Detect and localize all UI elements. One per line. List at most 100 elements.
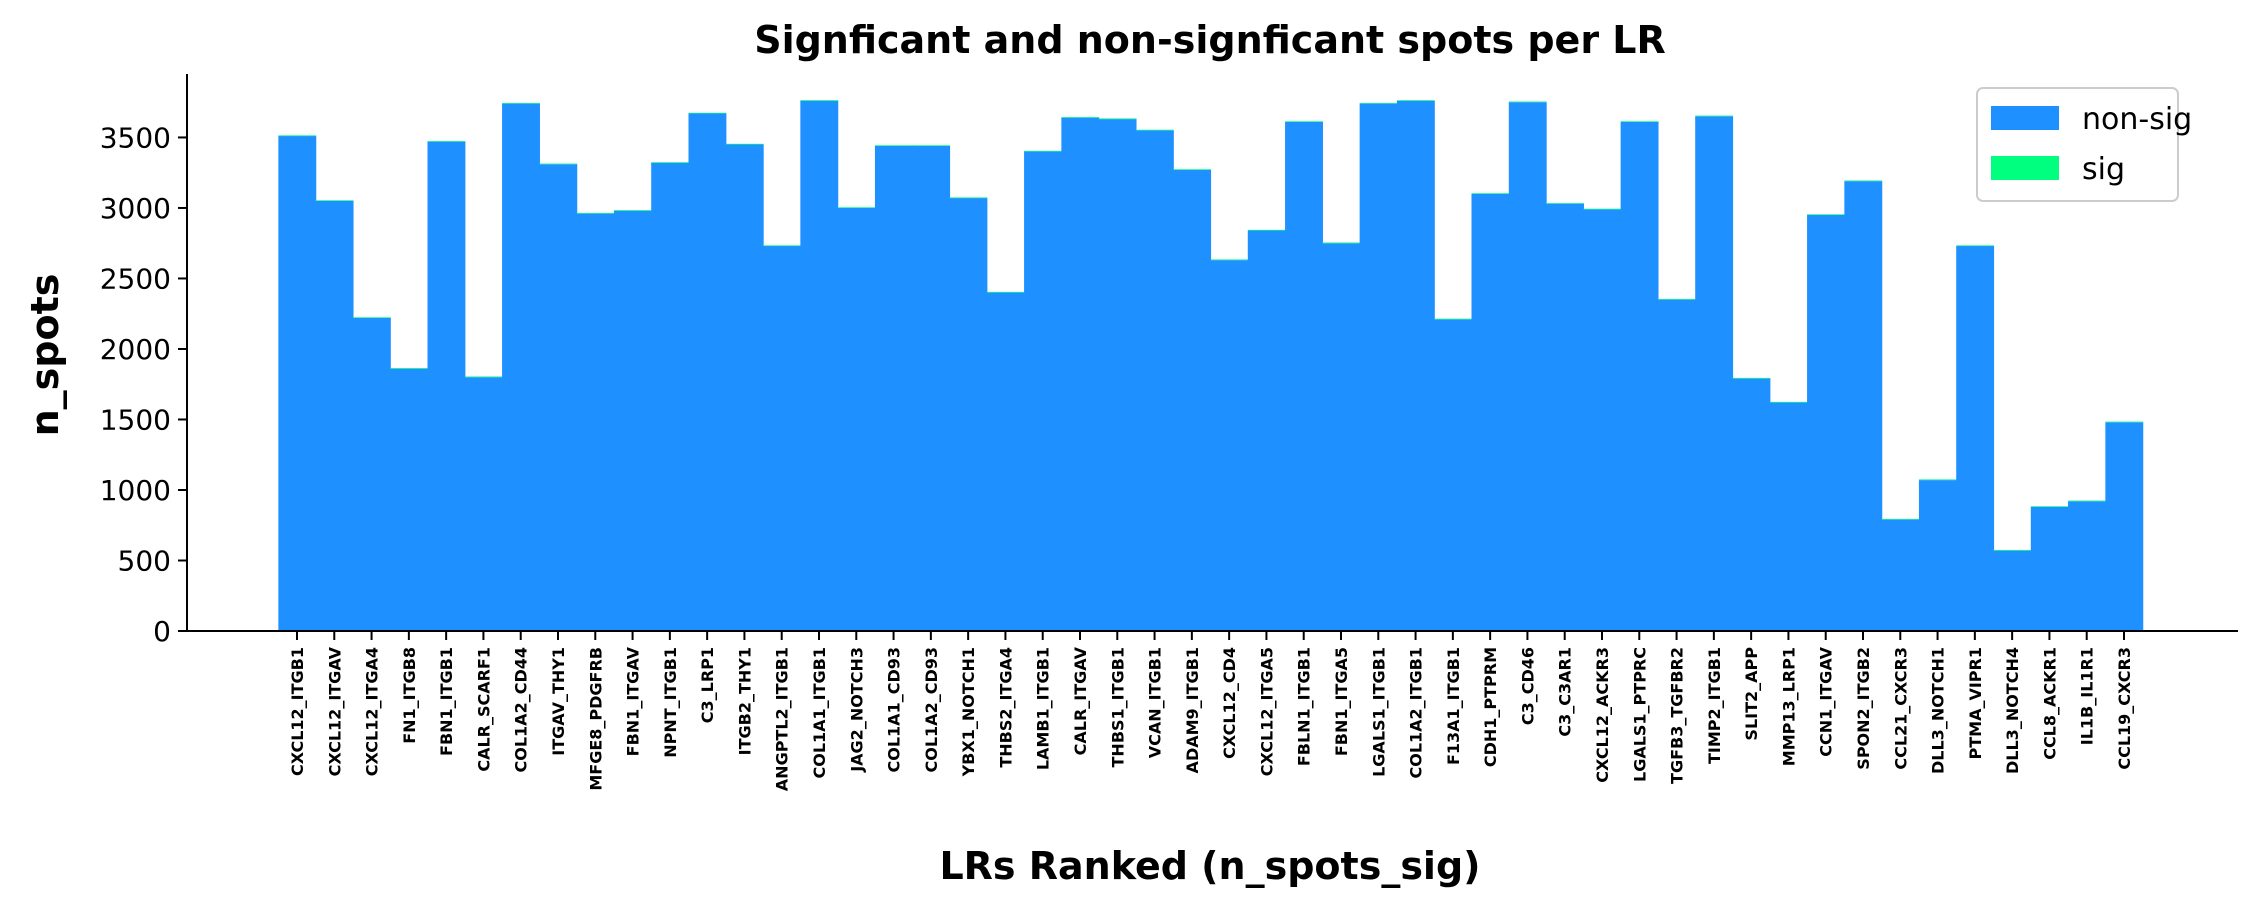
x-tick-label: DLL3_NOTCH1 — [1929, 647, 1948, 774]
bar-non-sig — [986, 292, 1025, 631]
x-tick-label: TGFB3_TGFBR2 — [1668, 647, 1687, 784]
x-tick-label: CALR_ITGAV — [1071, 646, 1090, 755]
bar-non-sig — [1881, 519, 1920, 631]
bar-sig — [2105, 421, 2144, 423]
bar-sig — [1210, 259, 1249, 261]
bar-non-sig — [1695, 116, 1734, 632]
x-tick-label: LGALS1_PTPRC — [1630, 647, 1649, 782]
x-tick-label: CXCL12_CD4 — [1220, 647, 1239, 759]
bar-non-sig — [800, 100, 839, 632]
bar-sig — [1881, 518, 1920, 520]
bar-sig — [576, 212, 615, 214]
x-tick-label: C3_CD46 — [1518, 647, 1537, 725]
bar-sig — [1322, 242, 1361, 244]
x-tick-label: JAG2_NOTCH3 — [847, 647, 866, 773]
x-tick-label: COL1A2_ITGB1 — [1407, 647, 1426, 779]
bar-sig — [1098, 118, 1137, 120]
x-tick-label: FBLN1_ITGB1 — [1295, 647, 1314, 766]
legend: non-sig sig — [1976, 87, 2192, 202]
bar-sig — [1769, 401, 1808, 403]
bar-sig — [1956, 245, 1995, 247]
x-tick-label: ADAM9_ITGB1 — [1183, 647, 1202, 773]
bar-non-sig — [912, 145, 951, 632]
bar-non-sig — [1024, 151, 1062, 631]
x-tick-label: C3_C3AR1 — [1556, 647, 1575, 737]
bar-sig — [1918, 479, 1957, 481]
x-tick-label: IL1B_IL1R1 — [2078, 647, 2097, 745]
x-tick-label: CCN1_ITGAV — [1817, 646, 1836, 756]
bar-non-sig — [1396, 100, 1435, 632]
bar-sig — [837, 207, 876, 208]
bar-sig — [1396, 100, 1435, 101]
bar-sig — [1807, 214, 1845, 216]
y-tick-label: 2500 — [100, 262, 171, 295]
bar-non-sig — [1807, 215, 1845, 631]
bar-non-sig — [502, 103, 540, 632]
y-tick-label: 0 — [153, 615, 171, 648]
bar-non-sig — [949, 198, 988, 631]
x-tick-label: FBN1_ITGA5 — [1332, 647, 1351, 756]
y-tick-label: 500 — [118, 544, 171, 577]
x-tick-label: CXCL12_ITGAV — [325, 646, 344, 776]
bar-non-sig — [2105, 422, 2144, 631]
bar-sig — [315, 200, 354, 201]
x-tick-label: MFGE8_PDGFRB — [586, 647, 605, 791]
x-tick-label: LGALS1_ITGB1 — [1369, 647, 1388, 777]
bar-sig — [1359, 102, 1398, 104]
y-tick-label: 3500 — [100, 121, 171, 154]
bar-sig — [949, 197, 988, 199]
y-tick-label: 1500 — [100, 403, 171, 436]
bar-non-sig — [464, 377, 503, 631]
bar-sig — [651, 162, 690, 163]
x-tick-label: THBS2_ITGA4 — [996, 647, 1015, 768]
x-tick-label: FBN1_ITGAV — [624, 646, 643, 756]
bar-sig — [1247, 229, 1286, 231]
bar-sig — [1844, 180, 1883, 182]
x-tick-label: TIMP2_ITGB1 — [1705, 647, 1724, 764]
x-tick-label: DLL3_NOTCH4 — [2003, 647, 2022, 774]
bar-sig — [2068, 500, 2106, 502]
bar-sig — [1546, 203, 1584, 204]
x-tick-label: CDH1_PTPRM — [1481, 647, 1500, 767]
bar-non-sig — [390, 368, 429, 631]
x-tick-label: F13A1_ITGB1 — [1444, 647, 1463, 765]
bar-sig — [725, 143, 764, 145]
bar-sig — [1285, 121, 1323, 122]
y-axis: 0 500 1000 1500 2000 2500 3000 3500 — [100, 74, 188, 648]
x-tick-label: CXCL12_ITGA5 — [1257, 647, 1276, 776]
x-tick-label: CXCL12_ACKR3 — [1593, 647, 1612, 783]
bar-sig — [1471, 193, 1510, 194]
bar-non-sig — [1546, 203, 1584, 632]
legend-label-non-sig: non-sig — [2082, 102, 2192, 137]
bar-sig — [688, 112, 727, 114]
x-tick-label: YBX1_NOTCH1 — [959, 647, 978, 777]
x-tick-label: CCL19_CXCR3 — [2115, 647, 2134, 770]
bar-non-sig — [1769, 402, 1808, 631]
bar-non-sig — [352, 317, 391, 631]
bar-sig — [390, 368, 429, 369]
bar-sig — [1583, 208, 1622, 210]
x-tick-label: COL1A2_CD44 — [512, 647, 531, 772]
bar-sig — [352, 317, 391, 318]
x-tick-label: CCL21_CXCR3 — [1891, 647, 1910, 770]
bar-sig — [613, 210, 652, 211]
x-tick-label: CALR_SCARF1 — [474, 647, 493, 772]
x-tick-label: LAMB1_ITGB1 — [1034, 647, 1053, 770]
bar-non-sig — [1135, 130, 1174, 631]
bar-sig — [427, 140, 466, 142]
y-axis-label: n_spots — [23, 274, 67, 437]
bar-non-sig — [1359, 103, 1398, 632]
bar-non-sig — [1285, 121, 1323, 631]
x-tick-label: FN1_ITGB8 — [400, 647, 419, 744]
bar-sig — [1434, 318, 1473, 320]
bar-sig — [1993, 549, 2032, 551]
bars-group — [278, 100, 2144, 632]
x-axis: CXCL12_ITGB1 CXCL12_ITGAV CXCL12_ITGA4 FN1_… — [186, 630, 2238, 791]
x-tick-label: ITGAV_THY1 — [549, 647, 568, 756]
bar-sig — [874, 145, 913, 146]
y-tick-label: 3000 — [100, 192, 171, 225]
bar-non-sig — [763, 246, 801, 632]
bar-non-sig — [837, 207, 876, 631]
bar-non-sig — [1061, 117, 1100, 631]
